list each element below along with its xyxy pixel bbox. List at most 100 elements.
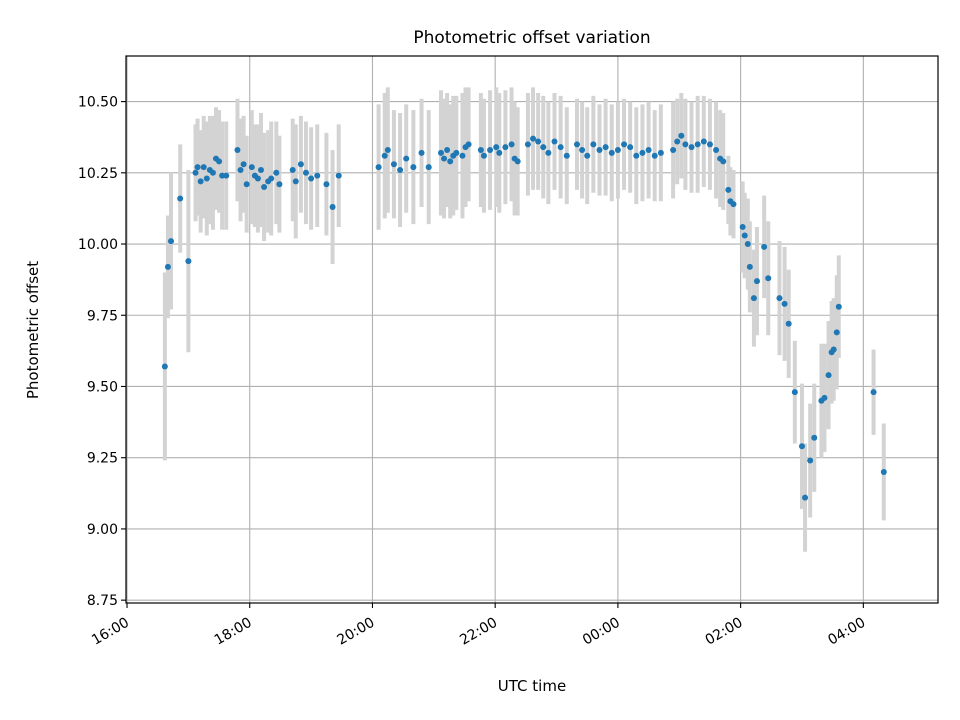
data-point <box>750 295 757 302</box>
data-point <box>323 181 330 188</box>
data-point <box>397 166 404 173</box>
data-point <box>833 329 840 336</box>
data-point <box>765 275 772 282</box>
chart-title: Photometric offset variation <box>413 28 650 48</box>
data-point <box>477 147 484 154</box>
data-point <box>177 195 184 202</box>
data-point <box>639 149 646 156</box>
data-point <box>254 175 261 182</box>
data-point <box>781 300 788 307</box>
data-point <box>493 144 500 151</box>
data-point <box>835 303 842 310</box>
data-point <box>465 141 472 148</box>
data-point <box>744 241 751 248</box>
y-tick-label: 9.00 <box>87 522 118 538</box>
data-point <box>243 181 250 188</box>
data-point <box>730 201 737 208</box>
data-point <box>821 394 828 401</box>
data-point <box>584 152 591 159</box>
data-point <box>682 141 689 148</box>
data-point <box>335 172 342 179</box>
data-point <box>508 141 515 148</box>
data-point <box>273 169 280 176</box>
data-point <box>261 184 268 191</box>
data-point <box>753 278 760 285</box>
data-point <box>870 389 877 396</box>
data-point <box>410 164 417 171</box>
data-point <box>437 149 444 156</box>
data-point <box>551 138 558 145</box>
y-tick-label: 9.50 <box>87 379 118 395</box>
data-point <box>194 164 201 171</box>
data-point <box>540 144 547 151</box>
data-point <box>453 149 460 156</box>
data-point <box>329 203 336 210</box>
data-point <box>694 141 701 148</box>
data-point <box>807 457 814 464</box>
data-point <box>480 152 487 159</box>
data-point <box>418 149 425 156</box>
data-point <box>830 346 837 353</box>
data-point <box>761 243 768 250</box>
data-point <box>447 158 454 165</box>
y-tick-label: 10.25 <box>78 166 118 182</box>
data-point <box>700 138 707 145</box>
data-point <box>257 166 264 173</box>
data-point <box>502 144 509 151</box>
data-point <box>496 149 503 156</box>
data-point <box>545 149 552 156</box>
data-point <box>776 295 783 302</box>
data-point <box>459 152 466 159</box>
data-point <box>563 152 570 159</box>
data-point <box>197 178 204 185</box>
data-point <box>725 186 732 193</box>
data-point <box>739 223 746 230</box>
data-point <box>200 164 207 171</box>
data-point <box>688 144 695 151</box>
data-point <box>167 238 174 245</box>
data-point <box>302 169 309 176</box>
y-axis-ticks: 8.75 9.00 9.25 9.50 9.75 10.00 10.25 10.50 <box>78 95 126 609</box>
data-point <box>381 152 388 159</box>
data-points <box>161 132 887 501</box>
data-point <box>209 169 216 176</box>
y-tick-label: 9.25 <box>87 451 118 467</box>
data-point <box>403 155 410 162</box>
data-point <box>651 152 658 159</box>
data-point <box>203 175 210 182</box>
y-tick-label: 9.75 <box>87 308 118 324</box>
data-point <box>633 152 640 159</box>
data-point <box>557 144 564 151</box>
y-tick-label: 10.00 <box>78 237 118 253</box>
y-axis-label: Photometric offset <box>24 261 42 399</box>
data-point <box>314 172 321 179</box>
data-point <box>608 149 615 156</box>
data-point <box>535 138 542 145</box>
data-point <box>785 320 792 327</box>
data-point <box>579 147 586 154</box>
data-point <box>791 389 798 396</box>
data-point <box>487 147 494 154</box>
x-axis-label: UTC time <box>498 677 566 695</box>
data-point <box>223 172 230 179</box>
data-point <box>741 232 748 239</box>
data-point <box>248 164 255 171</box>
data-point <box>441 155 448 162</box>
data-point <box>425 164 432 171</box>
data-point <box>185 258 192 265</box>
data-point <box>645 147 652 154</box>
data-point <box>825 372 832 379</box>
y-tick-label: 8.75 <box>87 593 118 609</box>
data-point <box>308 175 315 182</box>
data-point <box>621 141 628 148</box>
data-point <box>444 147 451 154</box>
data-point <box>237 166 244 173</box>
data-point <box>234 147 241 154</box>
data-point <box>802 494 809 501</box>
data-point <box>678 132 685 139</box>
data-point <box>706 141 713 148</box>
data-point <box>573 141 580 148</box>
data-point <box>798 443 805 450</box>
data-point <box>161 363 168 370</box>
